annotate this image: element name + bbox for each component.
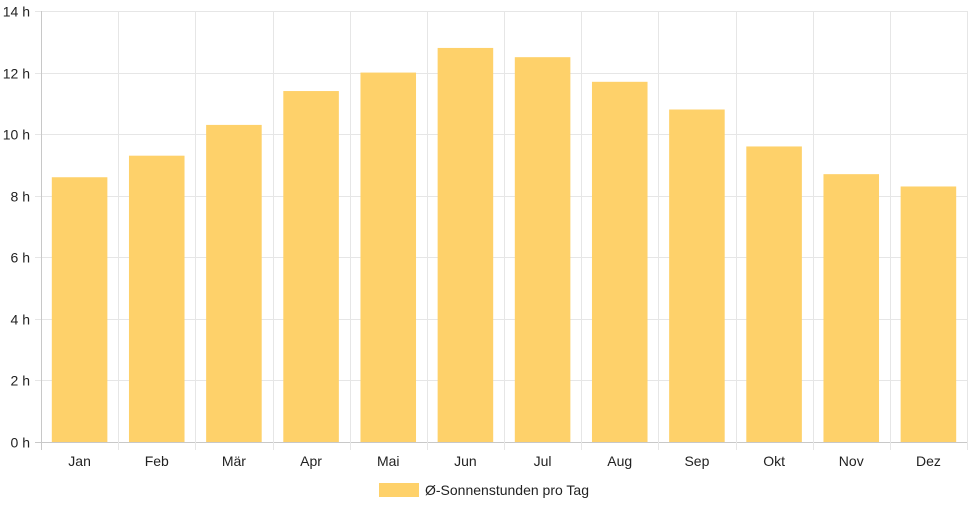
bar[interactable] bbox=[206, 124, 262, 443]
bar[interactable] bbox=[669, 109, 725, 442]
x-tick-label: Okt bbox=[763, 453, 785, 469]
bar[interactable] bbox=[51, 177, 108, 442]
bar[interactable] bbox=[360, 72, 417, 443]
x-tick-label: Jun bbox=[454, 453, 477, 469]
legend-swatch bbox=[379, 483, 419, 497]
bar[interactable] bbox=[823, 174, 880, 442]
x-tick-label: Jul bbox=[534, 453, 552, 469]
y-tick-label: 14 h bbox=[3, 4, 30, 20]
bar[interactable] bbox=[746, 146, 802, 442]
x-tick-label: Nov bbox=[839, 453, 864, 469]
x-tick-label: Mai bbox=[377, 453, 400, 469]
y-tick-label: 10 h bbox=[3, 127, 30, 143]
bar-series bbox=[51, 47, 957, 443]
bar[interactable] bbox=[437, 47, 494, 442]
bar[interactable] bbox=[283, 91, 339, 443]
legend-label: Ø-Sonnenstunden pro Tag bbox=[425, 482, 589, 498]
x-tick-label: Aug bbox=[607, 453, 632, 469]
grid-lines bbox=[35, 11, 968, 450]
bar[interactable] bbox=[128, 155, 185, 442]
y-tick-label: 0 h bbox=[11, 435, 30, 451]
bar[interactable] bbox=[591, 81, 648, 443]
x-tick-label: Dez bbox=[916, 453, 941, 469]
y-tick-label: 4 h bbox=[11, 312, 30, 328]
y-tick-label: 8 h bbox=[11, 189, 30, 205]
y-tick-label: 12 h bbox=[3, 66, 30, 82]
y-tick-label: 2 h bbox=[11, 373, 30, 389]
legend[interactable]: Ø-Sonnenstunden pro Tag bbox=[0, 478, 968, 502]
x-tick-label: Apr bbox=[300, 453, 322, 469]
x-tick-label: Sep bbox=[684, 453, 709, 469]
x-axis: Jan Feb Mär Apr Mai Jun Jul Aug Sep Okt Nov Dez bbox=[68, 453, 941, 469]
y-tick-label: 6 h bbox=[11, 250, 30, 266]
bar[interactable] bbox=[514, 57, 571, 443]
bar[interactable] bbox=[900, 186, 957, 442]
x-tick-label: Jan bbox=[68, 453, 91, 469]
x-tick-label: Feb bbox=[145, 453, 169, 469]
x-tick-label: Mär bbox=[222, 453, 246, 469]
y-axis: 0 h 2 h 4 h 6 h 8 h 10 h 12 h 14 h bbox=[3, 4, 30, 451]
